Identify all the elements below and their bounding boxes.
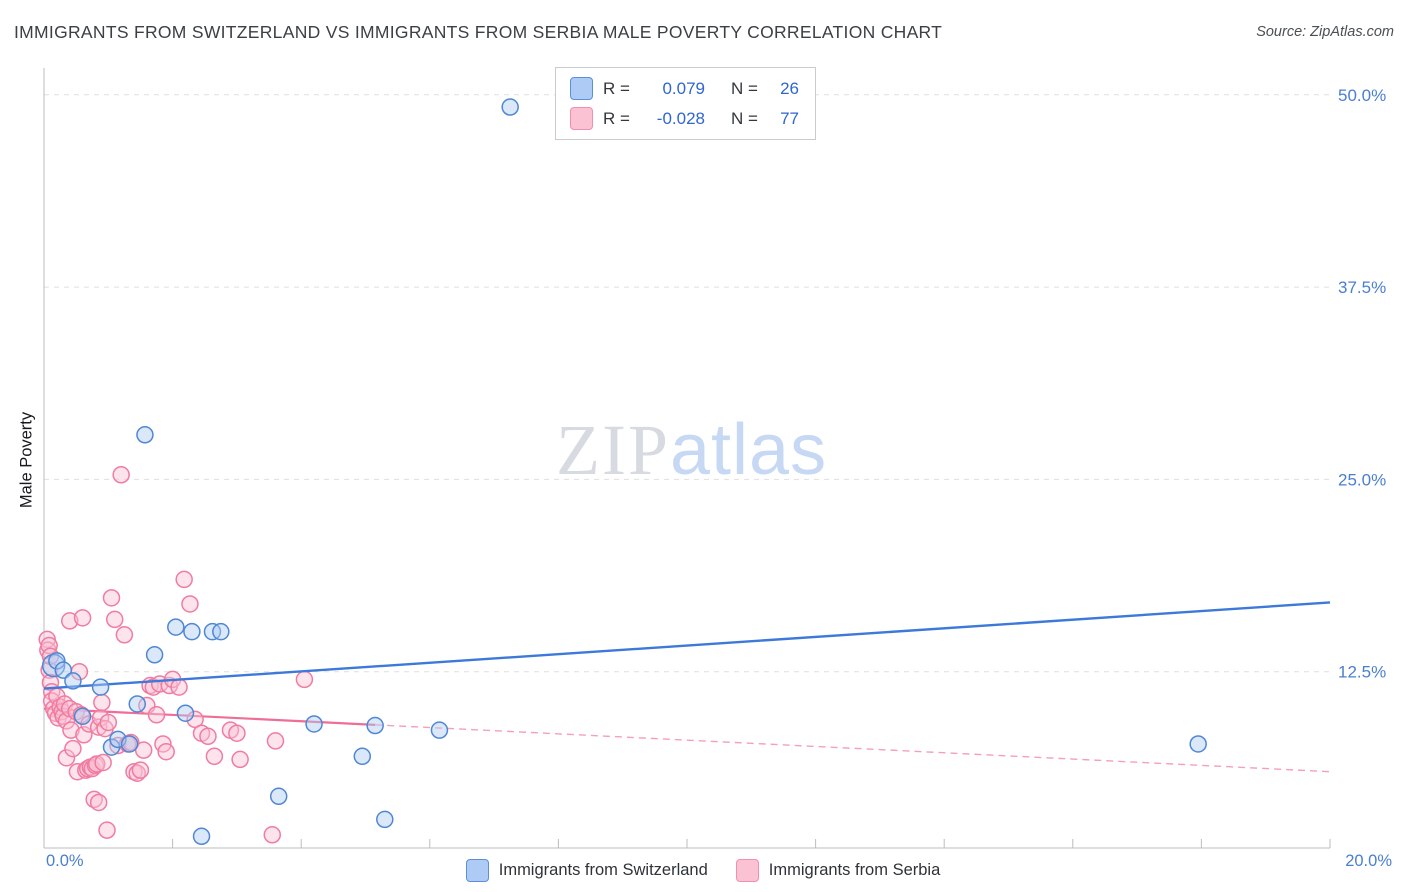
trend-line-solid [43, 707, 376, 726]
scatter-point[interactable] [112, 466, 130, 484]
scatter-point[interactable] [98, 821, 116, 839]
scatter-point[interactable] [145, 646, 164, 664]
switzerland-swatch-icon [465, 859, 489, 882]
scatter-point[interactable] [128, 695, 146, 713]
scatter-point[interactable] [73, 609, 92, 627]
scatter-point[interactable] [501, 98, 519, 116]
scatter-point[interactable] [183, 622, 201, 641]
legend-row-switzerland: R = 0.079 N = 26 [570, 77, 799, 100]
n-value: 77 [780, 108, 799, 128]
x-axis-min-label: 0.0% [46, 852, 84, 870]
watermark-zip: ZIP [556, 410, 670, 490]
y-tick-label: 37.5% [1338, 278, 1386, 297]
scatter-point[interactable] [263, 826, 282, 844]
legend-item-serbia: Immigrants from Serbia [735, 859, 941, 882]
scatter-point[interactable] [102, 589, 121, 607]
scatter-point[interactable] [212, 622, 230, 641]
scatter-point[interactable] [231, 750, 249, 769]
trend-line [43, 601, 1331, 690]
page-title: IMMIGRANTS FROM SWITZERLAND VS IMMIGRANT… [14, 22, 943, 42]
n-label: N = [731, 78, 758, 98]
watermark: ZIPatlas [556, 414, 827, 486]
y-tick-label: 50.0% [1338, 86, 1386, 105]
legend-item-switzerland: Immigrants from Switzerland [465, 859, 708, 882]
scatter-point[interactable] [147, 706, 166, 724]
scatter-point[interactable] [199, 727, 217, 746]
scatter-point[interactable] [48, 652, 66, 670]
legend-label-serbia: Immigrants from Serbia [768, 861, 941, 879]
r-label: R = [603, 108, 630, 128]
n-label: N = [731, 108, 758, 128]
switzerland-swatch-icon [570, 77, 593, 100]
y-tick-label: 12.5% [1338, 663, 1386, 682]
scatter-point[interactable] [266, 732, 285, 750]
scatter-point[interactable] [91, 678, 110, 696]
r-value: -0.028 [656, 108, 705, 128]
scatter-point[interactable] [167, 618, 185, 636]
scatter-point[interactable] [228, 724, 246, 742]
scatter-point[interactable] [376, 810, 394, 829]
trend-line-dashed [375, 724, 1331, 773]
scatter-point[interactable] [62, 721, 80, 739]
series-legend: Immigrants from Switzerland Immigrants f… [0, 859, 1406, 882]
scatter-point[interactable] [192, 827, 211, 846]
scatter-point[interactable] [366, 716, 384, 735]
correlation-legend: R = 0.079 N = 26 R = -0.028 N = 77 [555, 67, 816, 140]
watermark-atlas: atlas [670, 410, 828, 490]
scatter-point[interactable] [176, 704, 195, 722]
scatter-point[interactable] [430, 721, 449, 739]
scatter-point[interactable] [205, 747, 224, 766]
scatter-point[interactable] [54, 661, 73, 679]
scatter-point[interactable] [157, 742, 175, 761]
scatter-point[interactable] [170, 678, 188, 696]
scatter-point[interactable] [269, 787, 288, 806]
scatter-point[interactable] [73, 707, 92, 726]
scatter-point[interactable] [89, 793, 108, 812]
scatter-point[interactable] [64, 672, 82, 690]
scatter-point[interactable] [87, 755, 106, 773]
scatter-point[interactable] [99, 713, 118, 732]
scatter-point[interactable] [136, 426, 154, 444]
scatter-point[interactable] [60, 612, 79, 630]
scatter-point[interactable] [181, 595, 199, 613]
scatter-point[interactable] [175, 570, 193, 589]
n-value: 26 [780, 78, 799, 98]
legend-row-serbia: R = -0.028 N = 77 [570, 107, 799, 130]
scatter-point[interactable] [1189, 735, 1207, 753]
scatter-point[interactable] [120, 735, 139, 753]
serbia-swatch-icon [735, 859, 759, 882]
scatter-point[interactable] [75, 726, 93, 744]
y-tick-label: 25.0% [1338, 470, 1386, 489]
scatter-point[interactable] [93, 693, 111, 712]
scatter-point[interactable] [105, 610, 124, 629]
legend-label-switzerland: Immigrants from Switzerland [498, 861, 708, 879]
source-attribution: Source: ZipAtlas.com [1256, 24, 1394, 40]
y-axis-label: Male Poverty [17, 411, 36, 509]
scatter-point[interactable] [353, 747, 372, 766]
scatter-point[interactable] [64, 739, 82, 758]
scatter-point[interactable] [131, 761, 150, 779]
scatter-point[interactable] [94, 753, 112, 772]
x-axis-max-label: 20.0% [1345, 852, 1392, 870]
scatter-point[interactable] [305, 715, 323, 733]
scatter-point[interactable] [115, 626, 134, 644]
scatter-point[interactable] [41, 653, 66, 678]
scatter-point[interactable] [295, 670, 314, 689]
r-label: R = [603, 78, 630, 98]
r-value: 0.079 [662, 78, 705, 98]
serbia-swatch-icon [570, 107, 593, 130]
scatter-point[interactable] [57, 749, 76, 767]
